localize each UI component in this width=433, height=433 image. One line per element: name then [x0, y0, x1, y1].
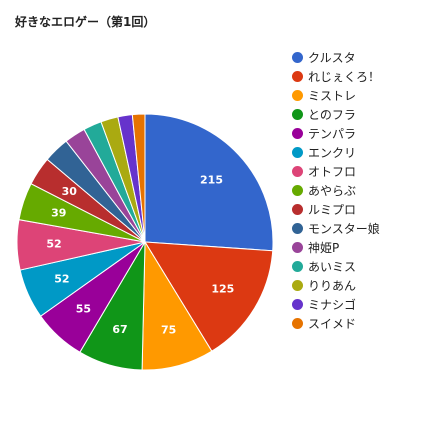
legend-item: あやらぶ — [292, 181, 380, 200]
legend-item: テンパラ — [292, 124, 380, 143]
slice-value-label: 75 — [161, 323, 176, 336]
legend-item: あいミス — [292, 257, 380, 276]
pie-slice — [144, 241, 274, 352]
legend-item: りりあん — [292, 276, 380, 295]
legend-label: テンパラ — [308, 127, 357, 141]
legend-swatch-icon — [292, 299, 303, 310]
pie-slice — [131, 113, 146, 243]
legend-label: とのフラ — [308, 108, 356, 122]
legend-label: りりあん — [308, 279, 357, 293]
legend-item: ミストレ — [292, 86, 380, 105]
legend-swatch-icon — [292, 90, 303, 101]
legend-swatch-icon — [292, 128, 303, 139]
legend-label: ミストレ — [308, 89, 357, 103]
legend-item: 神姫P — [292, 238, 380, 257]
chart-legend: クルスタれじぇくろ！ ミストレとのフラテンパラエンクリオトフロあやらぶルミプロモン… — [292, 48, 380, 333]
legend-label: オトフロ — [308, 165, 357, 179]
legend-item: ルミプロ — [292, 200, 380, 219]
legend-item: クルスタ — [292, 48, 380, 67]
legend-label: モンスター娘 — [308, 222, 380, 236]
legend-item: モンスター娘 — [292, 219, 380, 238]
legend-swatch-icon — [292, 280, 303, 291]
slice-value-label: 215 — [200, 173, 223, 186]
legend-swatch-icon — [292, 166, 303, 177]
legend-swatch-icon — [292, 242, 303, 253]
legend-item: ミナシゴ — [292, 295, 380, 314]
legend-label: スイメド — [308, 317, 357, 331]
slice-value-label: 30 — [62, 185, 78, 198]
legend-item: れじぇくろ！ — [292, 67, 380, 86]
legend-swatch-icon — [292, 261, 303, 272]
legend-swatch-icon — [292, 147, 303, 158]
legend-label: れじぇくろ！ — [308, 70, 381, 84]
legend-item: エンクリ — [292, 143, 380, 162]
legend-swatch-icon — [292, 318, 303, 329]
legend-label: ミナシゴ — [308, 298, 357, 312]
legend-swatch-icon — [292, 52, 303, 63]
legend-swatch-icon — [292, 223, 303, 234]
chart-title: 好きなエロゲー（第1回） — [15, 15, 156, 29]
legend-label: 神姫P — [308, 241, 340, 255]
legend-swatch-icon — [292, 71, 303, 82]
legend-item: とのフラ — [292, 105, 380, 124]
legend-label: エンクリ — [308, 146, 357, 160]
slice-value-label: 39 — [51, 207, 66, 220]
legend-swatch-icon — [292, 109, 303, 120]
legend-swatch-icon — [292, 185, 303, 196]
slice-value-label: 125 — [211, 283, 234, 296]
legend-item: オトフロ — [292, 162, 380, 181]
slice-value-label: 52 — [54, 273, 69, 286]
legend-swatch-icon — [292, 204, 303, 215]
slice-value-label: 52 — [46, 238, 61, 251]
pie-slice — [144, 113, 274, 252]
legend-label: あいミス — [308, 260, 357, 274]
legend-label: あやらぶ — [308, 184, 357, 198]
slice-value-label: 55 — [76, 302, 91, 315]
legend-item: スイメド — [292, 314, 380, 333]
legend-label: ルミプロ — [308, 203, 357, 217]
legend-label: クルスタ — [308, 51, 356, 65]
slice-value-label: 67 — [112, 323, 127, 336]
